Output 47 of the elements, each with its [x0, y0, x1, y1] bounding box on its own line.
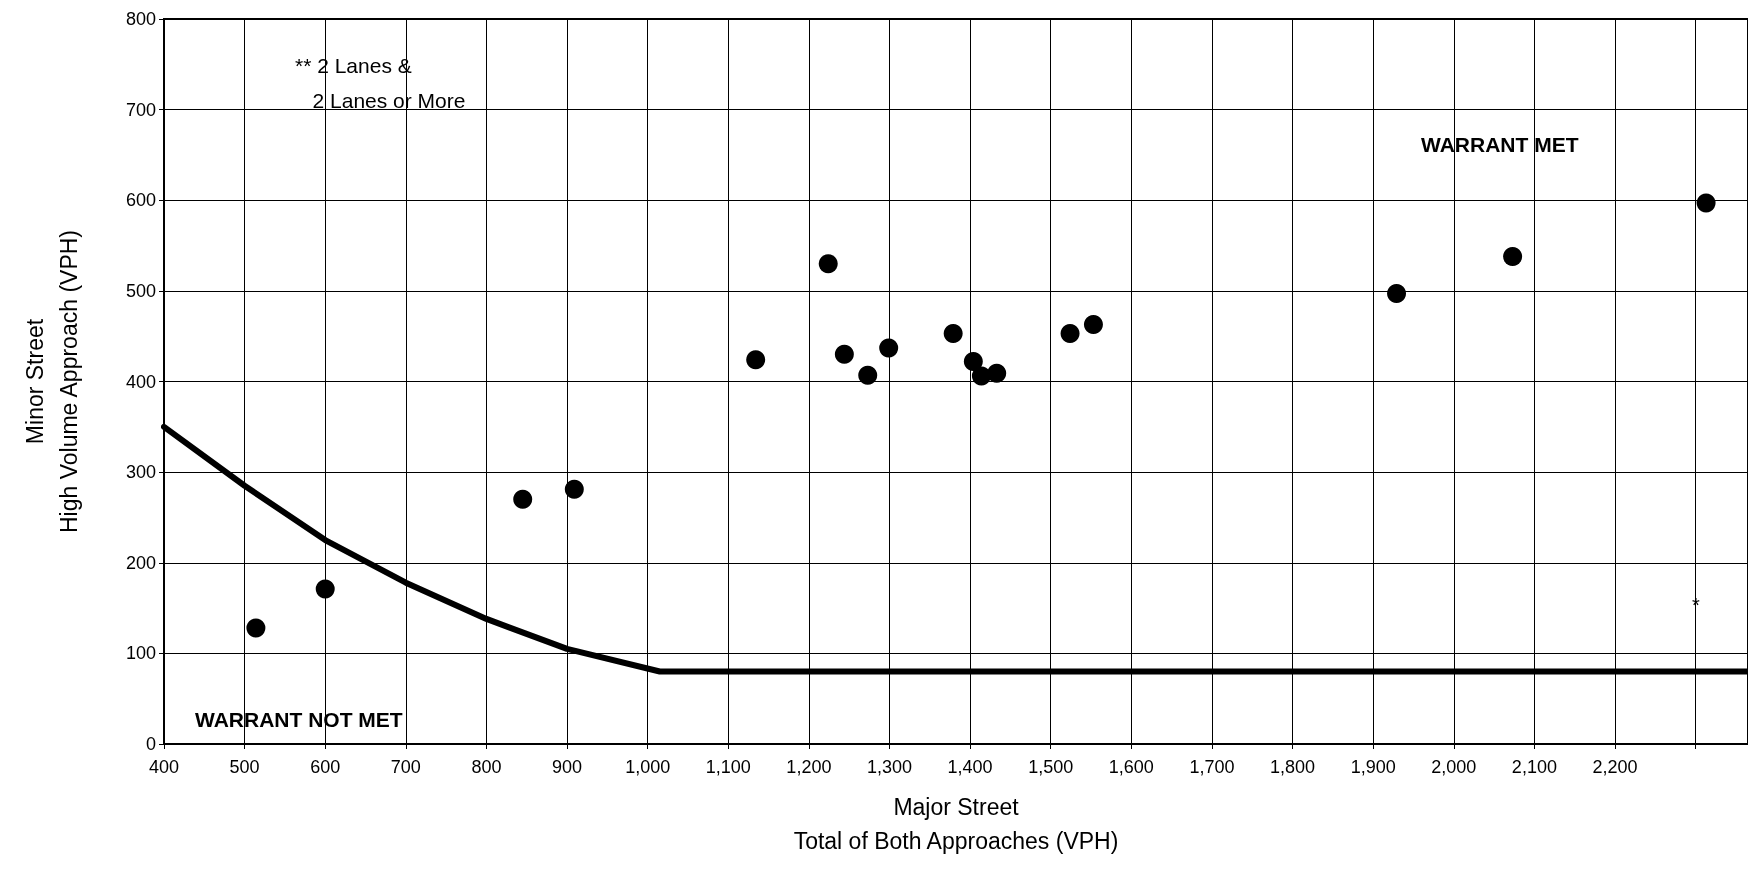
point [943, 323, 963, 343]
x-tick-label: 700 [390, 757, 421, 777]
y-tick-label: 400 [125, 371, 156, 392]
point [963, 352, 983, 372]
y-tick-label: 100 [125, 643, 156, 664]
y-tick-label: 800 [125, 9, 156, 29]
x-tick-label: 1,800 [1270, 757, 1316, 777]
point [1503, 246, 1523, 266]
x-tick-label: 600 [310, 757, 341, 777]
x-tick-label: 1,000 [625, 757, 671, 777]
x-tick-label: 1,100 [705, 757, 751, 777]
x-tick-label: 2,000 [1431, 757, 1477, 777]
point [1387, 284, 1407, 304]
x-tick-label: 2,200 [1592, 757, 1638, 777]
x-tick-label: 1,400 [947, 757, 993, 777]
x-tick-label: 500 [229, 757, 260, 777]
point [1696, 193, 1716, 213]
y-axis-title: Minor Street High Volume Approach (VPH) [22, 230, 82, 533]
point [834, 344, 854, 364]
x-tick-label: 1,200 [786, 757, 832, 777]
y-tick-label: 200 [125, 552, 156, 573]
x-tick-label: 1,900 [1350, 757, 1396, 777]
x-tick-label: 1,600 [1108, 757, 1154, 777]
y-tick-label: 700 [125, 99, 156, 120]
point [513, 489, 533, 509]
x-tick-label: 1,500 [1028, 757, 1074, 777]
point [315, 579, 335, 599]
point [1083, 314, 1103, 334]
x-tick-label: 400 [148, 757, 180, 777]
point [879, 338, 899, 358]
point [1060, 323, 1080, 343]
x-tick-label: 1,700 [1189, 757, 1235, 777]
point [746, 350, 766, 370]
y-tick-label: 300 [125, 462, 156, 483]
y-tick-label: 0 [145, 734, 156, 754]
point [564, 479, 584, 499]
y-tick-label: 500 [125, 280, 156, 301]
point [987, 363, 1007, 383]
x-axis-title: Major Street Total of Both Approaches (VPH) [793, 794, 1119, 854]
x-tick-label: 1,300 [866, 757, 913, 777]
point [246, 618, 266, 638]
point [818, 254, 838, 274]
point [858, 365, 878, 385]
y-tick-label: 600 [125, 190, 156, 211]
x-tick-label: 800 [471, 757, 502, 777]
x-tick-label: 900 [552, 757, 583, 777]
x-tick-label: 2,100 [1511, 757, 1557, 777]
